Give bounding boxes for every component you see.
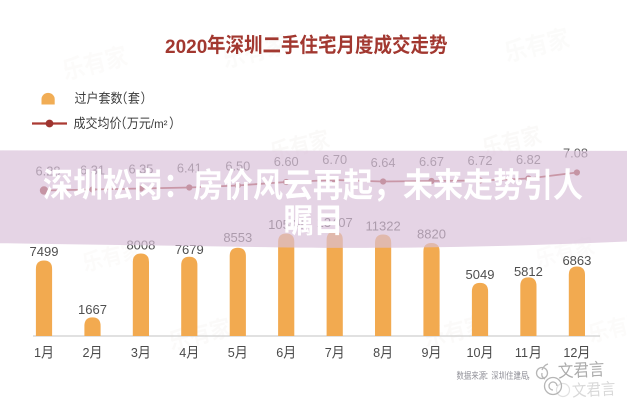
- svg-text:2: 2: [83, 346, 90, 360]
- svg-text:1: 1: [34, 346, 41, 360]
- svg-text:4: 4: [179, 346, 186, 360]
- svg-text:7: 7: [325, 346, 332, 360]
- svg-text:6863: 6863: [562, 253, 591, 268]
- svg-text:10: 10: [467, 346, 481, 360]
- svg-text:5: 5: [228, 346, 235, 360]
- svg-text:12: 12: [563, 346, 577, 360]
- svg-text:11: 11: [515, 346, 528, 360]
- svg-text:1667: 1667: [78, 302, 107, 317]
- svg-text:9: 9: [422, 346, 429, 360]
- svg-text:6: 6: [276, 346, 283, 360]
- svg-text:7499: 7499: [30, 244, 59, 259]
- svg-text:3: 3: [131, 346, 138, 360]
- svg-text:/m²: /m²: [151, 119, 168, 131]
- svg-text:5049: 5049: [466, 267, 495, 282]
- svg-text:2020: 2020: [165, 37, 207, 58]
- svg-text:8: 8: [373, 346, 380, 360]
- svg-text:5812: 5812: [514, 264, 543, 279]
